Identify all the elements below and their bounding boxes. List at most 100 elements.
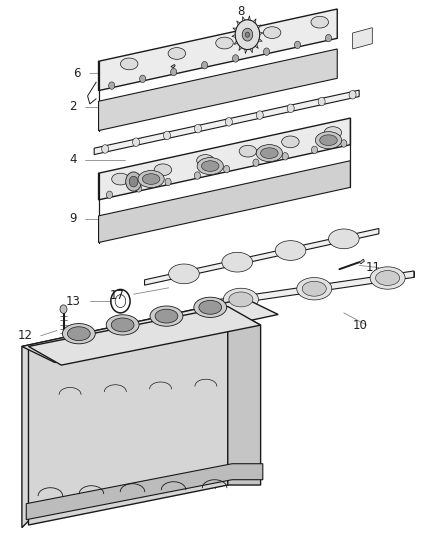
Polygon shape [253,19,256,23]
Circle shape [264,48,270,55]
Polygon shape [171,64,175,68]
Circle shape [163,131,170,140]
Circle shape [233,55,239,62]
Ellipse shape [229,292,253,307]
Circle shape [256,111,263,119]
Polygon shape [99,9,337,91]
Ellipse shape [142,174,160,184]
Polygon shape [28,306,261,365]
Polygon shape [258,38,262,42]
Ellipse shape [261,148,278,158]
Circle shape [194,172,201,179]
Circle shape [126,172,141,191]
Circle shape [341,140,347,147]
Ellipse shape [256,144,283,161]
Polygon shape [239,46,242,51]
Ellipse shape [197,155,214,166]
Polygon shape [99,49,337,131]
Circle shape [253,159,259,166]
Polygon shape [228,306,261,485]
Polygon shape [233,28,237,31]
Circle shape [194,124,201,133]
Ellipse shape [263,27,281,38]
Polygon shape [22,298,245,528]
Circle shape [109,82,115,90]
Circle shape [318,98,325,106]
Polygon shape [232,35,235,37]
Ellipse shape [199,301,222,314]
Ellipse shape [215,37,233,49]
Polygon shape [250,49,252,53]
Polygon shape [234,41,237,44]
Ellipse shape [106,315,139,335]
Polygon shape [28,306,228,525]
Polygon shape [99,160,350,243]
Circle shape [245,32,250,37]
Polygon shape [215,271,414,306]
Ellipse shape [67,327,90,341]
Circle shape [129,176,138,187]
Ellipse shape [201,161,219,172]
Ellipse shape [315,132,342,149]
Ellipse shape [311,17,328,28]
Polygon shape [99,118,350,200]
Polygon shape [26,464,263,520]
Ellipse shape [194,297,227,318]
Ellipse shape [239,146,257,157]
Polygon shape [94,90,359,155]
Polygon shape [245,49,247,54]
Ellipse shape [324,127,342,139]
Circle shape [235,20,260,50]
Circle shape [60,305,67,313]
Text: 10: 10 [353,319,368,332]
Text: 8: 8 [237,5,244,18]
Polygon shape [353,28,372,49]
Ellipse shape [150,306,183,326]
Text: 6: 6 [74,67,81,80]
Ellipse shape [302,281,326,296]
Ellipse shape [155,309,178,323]
Polygon shape [248,15,250,20]
Ellipse shape [111,318,134,332]
Ellipse shape [222,252,253,272]
Ellipse shape [169,264,199,284]
Text: 2: 2 [69,100,77,113]
Circle shape [136,184,142,192]
Ellipse shape [223,288,258,311]
Text: 13: 13 [66,295,81,308]
Circle shape [294,41,300,49]
Polygon shape [243,17,245,21]
Circle shape [201,61,208,69]
Circle shape [242,28,253,41]
Text: 17: 17 [110,289,125,302]
Ellipse shape [168,47,186,59]
Ellipse shape [112,173,129,185]
Text: 12: 12 [18,329,33,342]
Ellipse shape [120,58,138,70]
Polygon shape [237,21,240,25]
Circle shape [140,75,146,83]
Circle shape [224,165,230,173]
Circle shape [170,68,177,76]
Polygon shape [359,259,364,264]
Ellipse shape [328,229,359,249]
Ellipse shape [63,324,95,344]
Text: 9: 9 [69,212,77,225]
Circle shape [325,35,332,42]
Circle shape [349,91,356,99]
Ellipse shape [370,267,405,289]
Circle shape [165,178,171,185]
Polygon shape [22,298,278,362]
Ellipse shape [297,278,332,300]
Polygon shape [260,32,263,35]
Text: 11: 11 [366,261,381,274]
Circle shape [133,138,140,147]
Circle shape [311,146,318,154]
Polygon shape [255,44,258,49]
Ellipse shape [138,171,164,188]
Circle shape [225,118,232,126]
Circle shape [282,152,288,160]
Polygon shape [145,229,379,285]
Ellipse shape [282,136,299,148]
Ellipse shape [320,135,337,146]
